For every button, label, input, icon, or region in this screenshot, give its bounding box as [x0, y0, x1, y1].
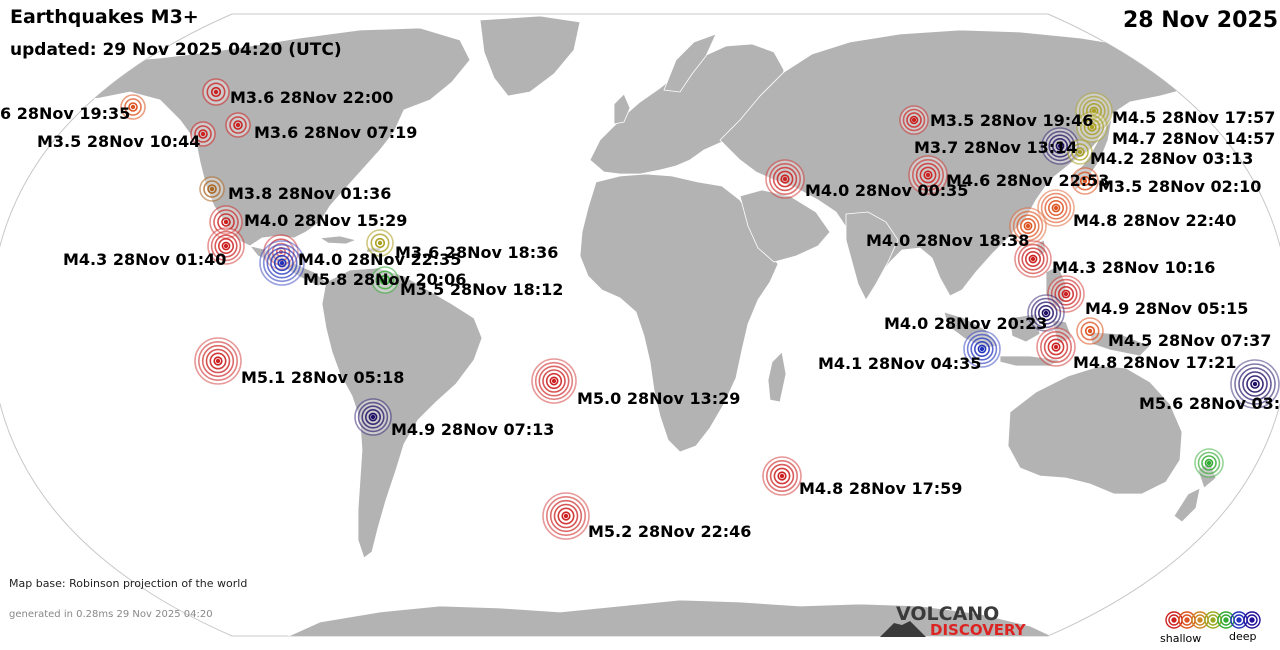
map-date: 28 Nov 2025 — [1122, 8, 1278, 33]
land-scandinavia — [663, 33, 717, 93]
earthquake-marker[interactable] — [908, 155, 948, 195]
earthquake-label[interactable]: M3.5 28Nov 19:46 — [930, 111, 1093, 130]
earthquake-marker[interactable] — [1194, 448, 1224, 478]
legend-depth-circle — [1243, 611, 1261, 629]
land-africa — [579, 173, 779, 453]
land-uk — [613, 93, 631, 125]
land-greenland — [479, 15, 581, 97]
earthquake-label[interactable]: M3.7 28Nov 13:14 — [914, 138, 1077, 157]
earthquake-label[interactable]: M5.6 28Nov 03:3 — [1139, 394, 1280, 413]
earthquake-label[interactable]: M3.6 28Nov 07:19 — [254, 123, 417, 142]
generated-note: generated in 0.28ms 29 Nov 2025 04:20 — [9, 609, 213, 620]
earthquake-marker[interactable] — [1037, 189, 1075, 227]
earthquake-label[interactable]: M4.0 28Nov 15:29 — [244, 211, 407, 230]
depth-legend-circles — [1165, 611, 1261, 629]
earthquake-marker[interactable] — [1014, 240, 1052, 278]
earthquake-marker[interactable] — [259, 240, 305, 286]
earthquake-label[interactable]: M4.7 28Nov 14:57 — [1112, 129, 1275, 148]
earthquake-label[interactable]: M4.9 28Nov 05:15 — [1085, 299, 1248, 318]
earthquake-marker[interactable] — [202, 78, 230, 106]
earthquake-marker[interactable] — [765, 159, 805, 199]
earthquake-label[interactable]: M4.3 28Nov 01:40 — [63, 250, 226, 269]
earthquake-marker[interactable] — [199, 176, 225, 202]
land-north-america — [59, 27, 471, 247]
earthquake-marker[interactable] — [1076, 111, 1108, 143]
volcano-discovery-logo[interactable]: VOLCANO DISCOVERY — [880, 603, 1040, 643]
earthquake-label[interactable]: M4.5 28Nov 17:57 — [1112, 108, 1275, 127]
earthquake-label[interactable]: M3.8 28Nov 01:36 — [228, 184, 391, 203]
logo-text-volcano: VOLCANO — [896, 603, 1000, 625]
earthquake-label[interactable]: M4.0 28Nov 20:23 — [884, 314, 1047, 333]
updated-timestamp: updated: 29 Nov 2025 04:20 (UTC) — [10, 40, 342, 60]
earthquake-label[interactable]: M4.0 28Nov 18:38 — [866, 231, 1029, 250]
earthquake-label[interactable]: M4.8 28Nov 22:40 — [1073, 211, 1236, 230]
land-south-america — [321, 267, 483, 559]
earthquake-marker[interactable] — [207, 227, 245, 265]
earthquake-marker[interactable] — [354, 398, 392, 436]
earthquake-label[interactable]: M4.8 28Nov 17:21 — [1073, 353, 1236, 372]
earthquake-marker[interactable] — [190, 121, 216, 147]
earthquake-marker[interactable] — [1230, 359, 1280, 409]
land-madagascar — [767, 351, 787, 403]
earthquake-label[interactable]: M3.6 28Nov 18:36 — [395, 243, 558, 262]
earthquake-label[interactable]: M3.5 28Nov 10:44 — [37, 132, 200, 151]
earthquake-label[interactable]: M3.5 28Nov 18:12 — [400, 280, 563, 299]
earthquake-label[interactable]: M4.5 28Nov 07:37 — [1108, 331, 1271, 350]
earthquake-label[interactable]: M4.0 28Nov 22:35 — [298, 250, 461, 269]
earthquake-label[interactable]: M3.6 28Nov 22:00 — [230, 88, 393, 107]
earthquake-marker[interactable] — [542, 492, 590, 540]
legend-deep-label: deep — [1229, 630, 1257, 643]
earthquake-marker[interactable] — [1009, 207, 1047, 245]
earthquake-label[interactable]: M4.9 28Nov 07:13 — [391, 420, 554, 439]
earthquake-marker[interactable] — [1027, 294, 1065, 332]
earthquake-label[interactable]: M4.3 28Nov 10:16 — [1052, 258, 1215, 277]
earthquake-label[interactable]: M5.0 28Nov 13:29 — [577, 389, 740, 408]
earthquake-label[interactable]: M5.2 28Nov 22:46 — [588, 522, 751, 541]
earthquake-label[interactable]: M3.5 28Nov 02:10 — [1098, 177, 1261, 196]
earthquake-marker[interactable] — [225, 112, 251, 138]
legend-shallow-label: shallow — [1160, 632, 1202, 645]
earthquake-marker[interactable] — [1071, 167, 1099, 195]
earthquake-label[interactable]: M5.1 28Nov 05:18 — [241, 368, 404, 387]
earthquake-label[interactable]: M5.8 28Nov 20:06 — [303, 270, 466, 289]
earthquake-marker[interactable] — [1075, 92, 1113, 130]
earthquake-marker[interactable] — [1036, 327, 1076, 367]
logo-text-discovery: DISCOVERY — [930, 621, 1026, 639]
map-title: Earthquakes M3+ — [10, 6, 199, 28]
volcano-logo-icon — [880, 621, 926, 637]
land-antarctica — [279, 599, 1061, 636]
earthquake-label[interactable]: M4.8 28Nov 17:59 — [799, 479, 962, 498]
earthquake-marker[interactable] — [209, 205, 243, 239]
earthquake-label[interactable]: 6 28Nov 19:35 — [0, 104, 130, 123]
earthquake-marker[interactable] — [762, 456, 802, 496]
earthquake-label[interactable]: M4.6 28Nov 22:53 — [946, 171, 1109, 190]
depth-legend: shallow deep — [1160, 608, 1270, 648]
earthquake-marker[interactable] — [120, 94, 146, 120]
earthquake-marker[interactable] — [899, 105, 929, 135]
land-india — [845, 211, 899, 301]
earthquake-marker[interactable] — [366, 229, 394, 257]
earthquake-marker[interactable] — [1067, 139, 1093, 165]
earthquake-marker[interactable] — [531, 358, 577, 404]
earthquake-marker[interactable] — [963, 330, 1001, 368]
map-base-note: Map base: Robinson projection of the wor… — [9, 577, 248, 590]
earthquake-label[interactable]: M4.1 28Nov 04:35 — [818, 354, 981, 373]
land-australia — [1007, 365, 1183, 495]
earthquake-marker[interactable] — [194, 337, 242, 385]
earthquake-label[interactable]: M4.0 28Nov 00:35 — [805, 181, 968, 200]
earthquake-marker[interactable] — [1076, 317, 1104, 345]
earthquake-marker[interactable] — [371, 266, 399, 294]
earthquake-label[interactable]: M4.2 28Nov 03:13 — [1090, 149, 1253, 168]
